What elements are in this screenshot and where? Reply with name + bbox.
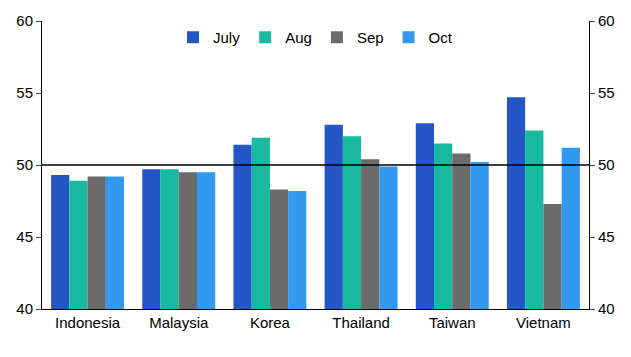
svg-text:55: 55	[598, 84, 615, 101]
svg-text:Sep: Sep	[357, 29, 384, 46]
svg-text:40: 40	[598, 300, 615, 317]
svg-text:Aug: Aug	[285, 29, 312, 46]
svg-text:50: 50	[598, 156, 615, 173]
svg-text:45: 45	[16, 228, 33, 245]
svg-text:Indonesia: Indonesia	[55, 314, 121, 331]
svg-text:July: July	[213, 29, 240, 46]
svg-text:Oct: Oct	[429, 29, 453, 46]
svg-text:Taiwan: Taiwan	[429, 314, 476, 331]
svg-text:Korea: Korea	[250, 314, 291, 331]
svg-text:50: 50	[16, 156, 33, 173]
svg-text:60: 60	[598, 12, 615, 29]
svg-text:55: 55	[16, 84, 33, 101]
svg-text:Malaysia: Malaysia	[149, 314, 209, 331]
svg-text:45: 45	[598, 228, 615, 245]
svg-text:40: 40	[16, 300, 33, 317]
svg-text:Vietnam: Vietnam	[516, 314, 571, 331]
svg-text:Thailand: Thailand	[332, 314, 390, 331]
svg-text:60: 60	[16, 12, 33, 29]
